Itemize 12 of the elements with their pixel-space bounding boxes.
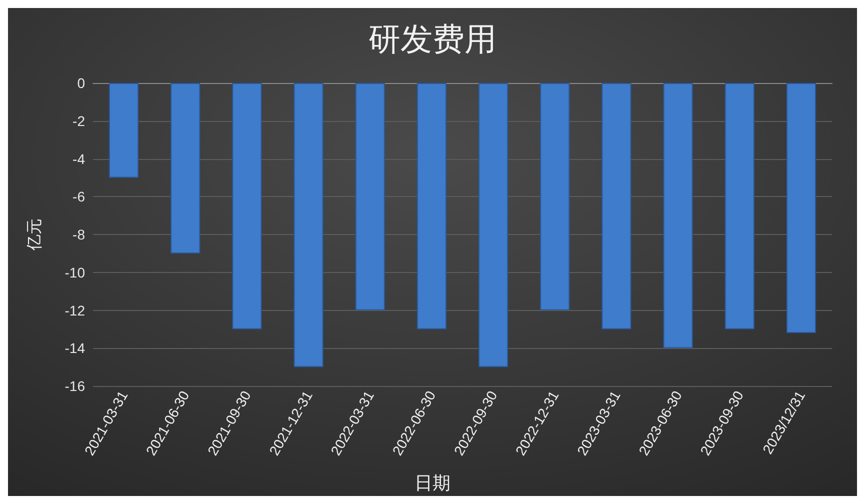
y-tick-label: -14 (64, 340, 86, 356)
y-tick-label: -6 (72, 188, 86, 205)
y-tick-label: -12 (64, 302, 86, 318)
y-tick-label: -2 (72, 112, 86, 129)
x-axis-title: 日期 (414, 473, 450, 493)
y-tick-label: 0 (77, 75, 86, 91)
y-tick-label: -4 (72, 150, 86, 167)
y-tick-label: -10 (64, 264, 86, 280)
chart-title: 研发费用 (368, 21, 496, 57)
y-axis-title: 亿元 (26, 218, 44, 252)
y-tick-label: -16 (64, 378, 86, 394)
y-tick-label: -8 (72, 226, 86, 242)
